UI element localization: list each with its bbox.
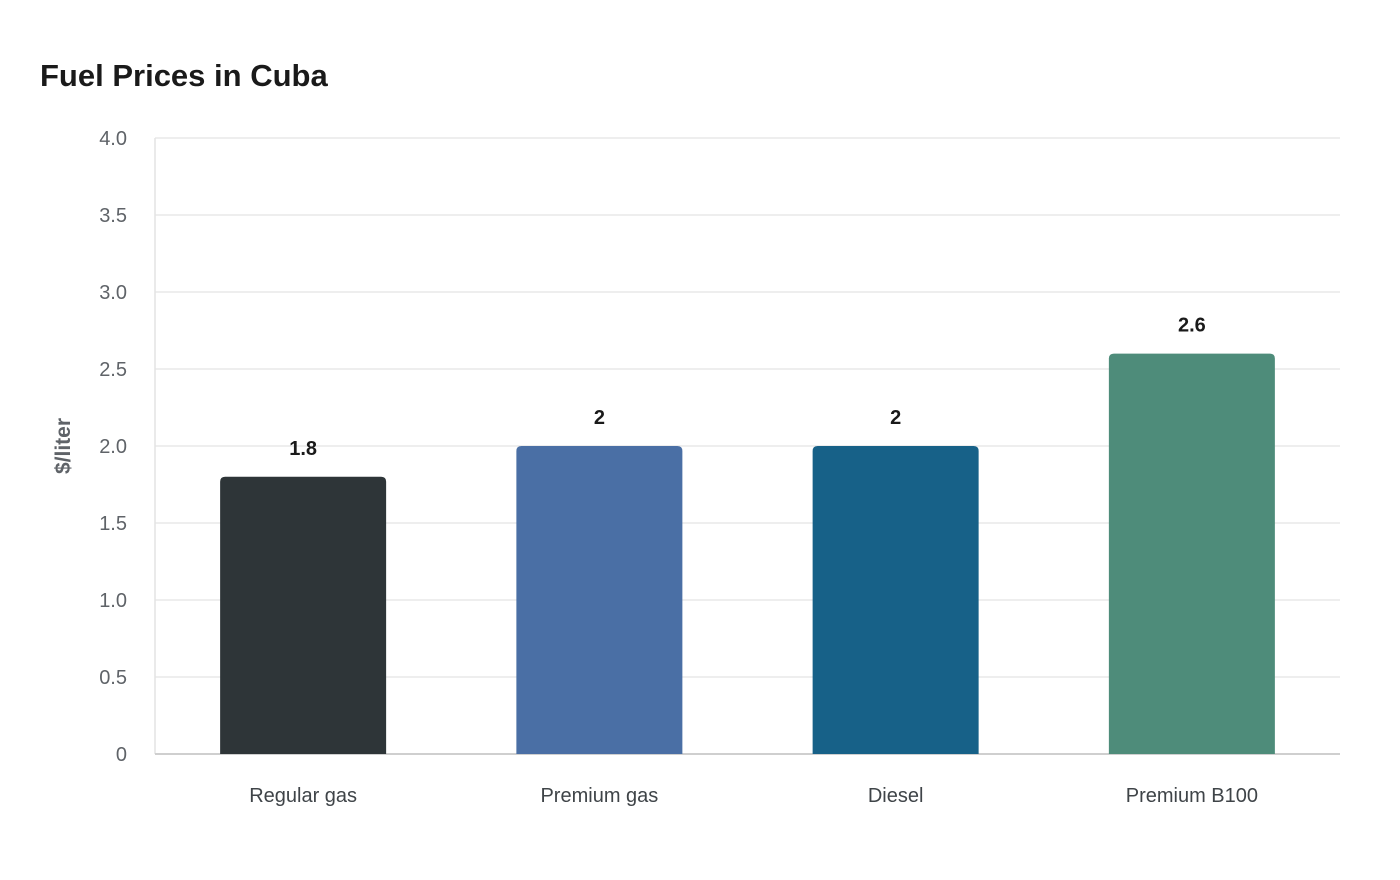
- y-tick-label: 1.0: [99, 590, 127, 612]
- bar-value-label: 1.8: [289, 438, 317, 460]
- y-tick-label: 0.5: [99, 667, 127, 689]
- bar-regular-gas: [220, 476, 387, 754]
- y-tick-label: 4.0: [99, 128, 127, 150]
- y-axis-title: $/liter: [52, 418, 75, 474]
- chart-title: Fuel Prices in Cuba: [40, 58, 328, 93]
- bar-premium-b100: [1108, 353, 1275, 754]
- bar-premium-gas: [516, 446, 683, 754]
- y-tick-label: 2.0: [99, 436, 127, 458]
- x-tick-label: Premium B100: [1126, 785, 1258, 807]
- y-tick-label: 3.0: [99, 282, 127, 304]
- x-tick-label: Diesel: [868, 785, 924, 807]
- x-tick-label: Regular gas: [249, 785, 357, 807]
- bar-value-label: 2.6: [1178, 315, 1206, 337]
- y-tick-label: 2.5: [99, 359, 127, 381]
- y-tick-label: 3.5: [99, 205, 127, 227]
- x-tick-label: Premium gas: [540, 785, 658, 807]
- bar-value-label: 2: [890, 407, 901, 429]
- bar-value-label: 2: [594, 407, 605, 429]
- bar-diesel: [812, 446, 979, 754]
- y-tick-label: 0: [116, 744, 127, 766]
- y-tick-label: 1.5: [99, 513, 127, 535]
- bars: [220, 353, 1275, 754]
- labels: 0 0.5 1.0 1.5 2.0 2.5 3.0 3.5 4.0 1.8 Regular gas 2…: [99, 128, 1258, 807]
